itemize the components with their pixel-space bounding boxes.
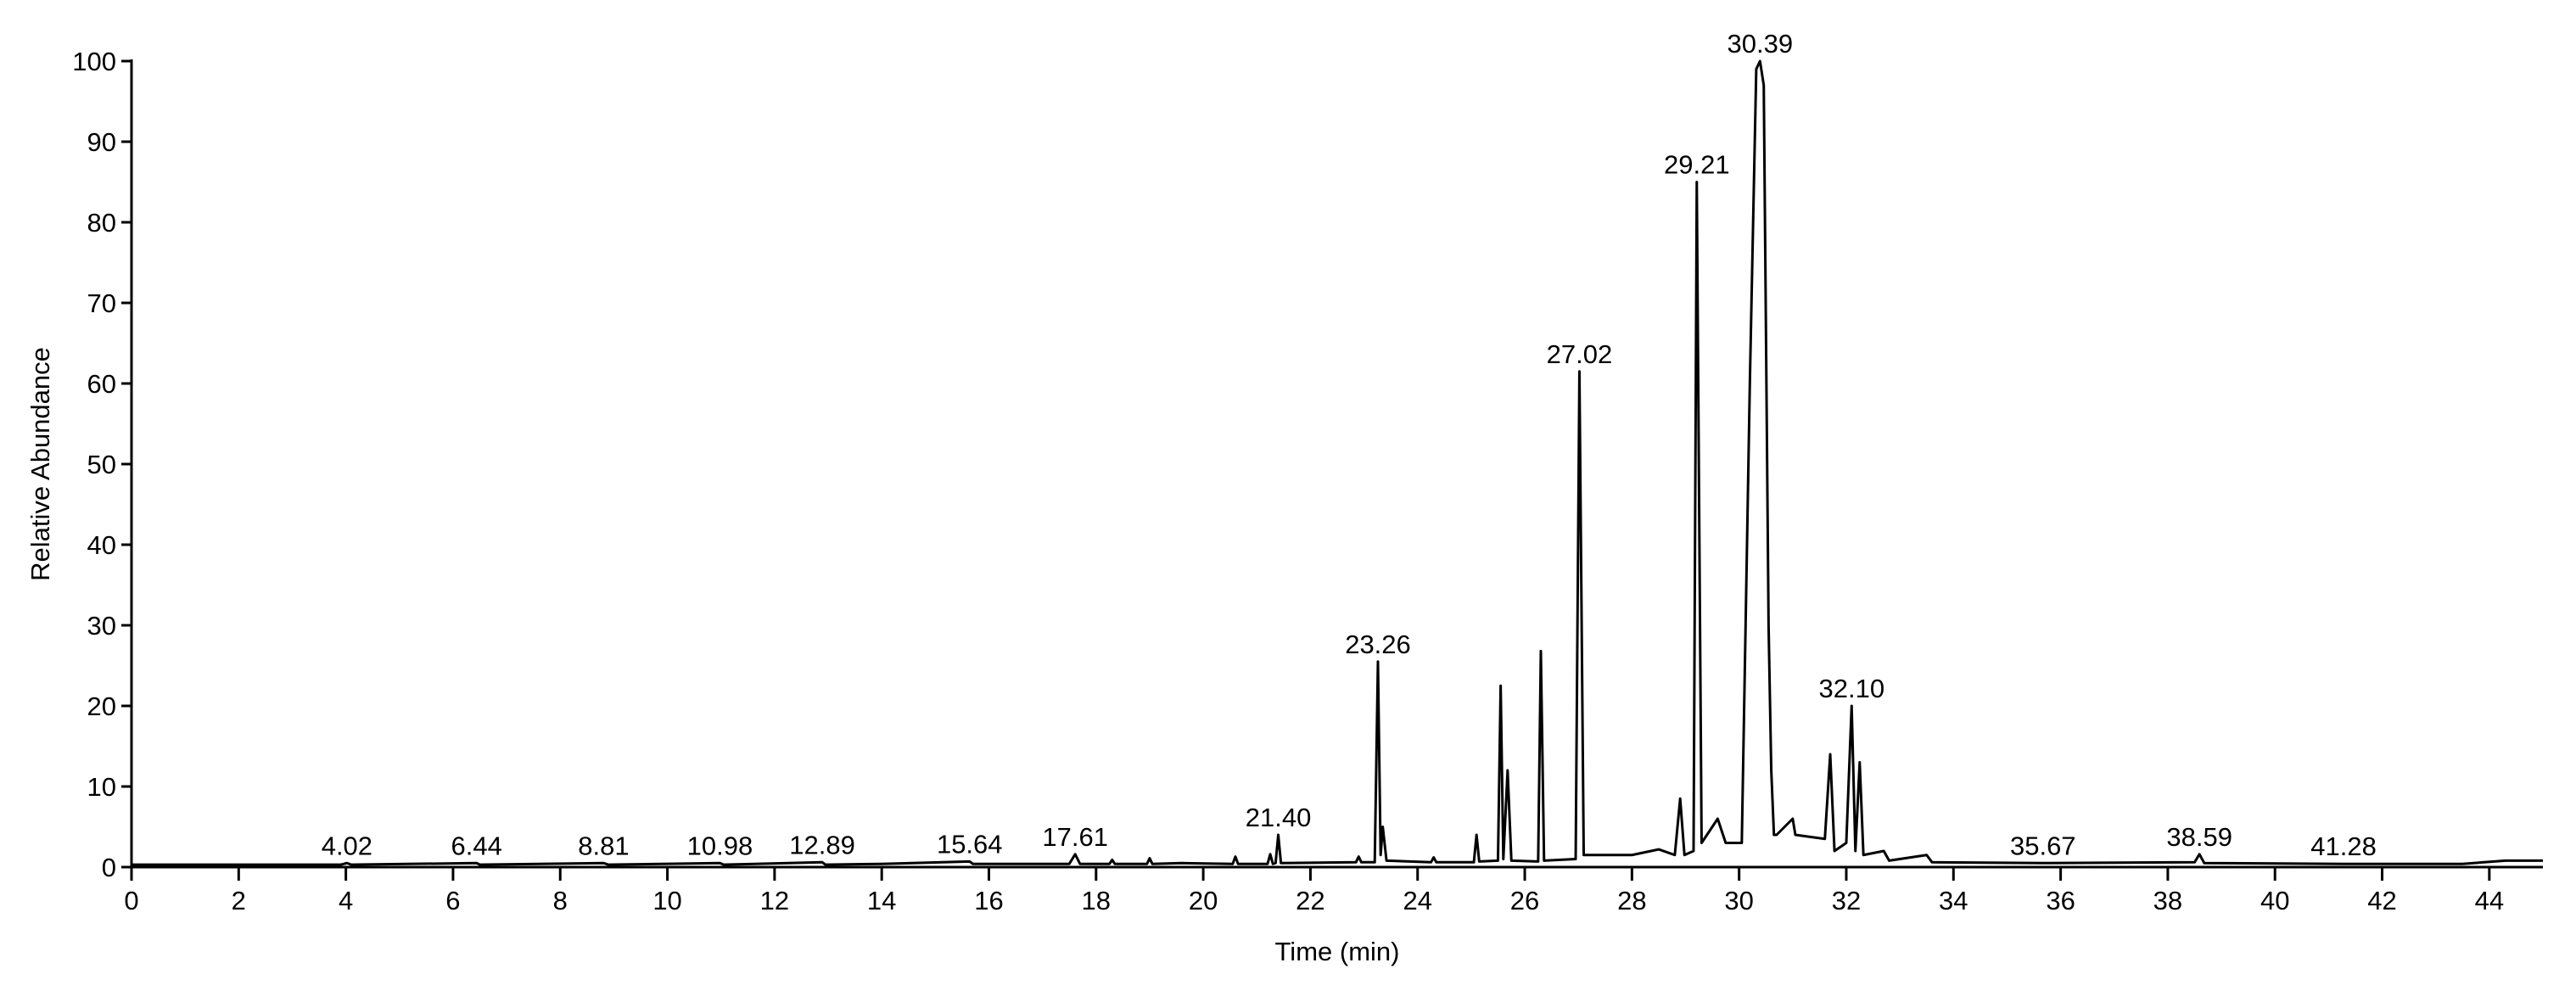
x-axis-label: Time (min) <box>1275 937 1400 966</box>
peak-label: 41.28 <box>2310 831 2377 861</box>
y-tick-label: 30 <box>87 611 116 641</box>
y-tick-label: 100 <box>72 47 116 76</box>
y-tick-label: 40 <box>87 530 116 560</box>
y-tick-label: 10 <box>87 772 116 802</box>
y-tick-label: 20 <box>87 691 116 721</box>
peak-label: 8.81 <box>578 831 629 860</box>
x-tick-label: 40 <box>2260 886 2289 915</box>
x-tick-label: 22 <box>1296 886 1324 915</box>
x-tick-label: 8 <box>553 886 568 915</box>
x-tick-label: 16 <box>974 886 1003 915</box>
x-tick-label: 36 <box>2046 886 2075 915</box>
x-tick-label: 24 <box>1403 886 1431 915</box>
peak-label: 6.44 <box>451 831 502 860</box>
y-tick-label: 90 <box>87 127 116 157</box>
x-tick-label: 2 <box>232 886 246 915</box>
peak-label: 30.39 <box>1728 29 1794 59</box>
y-tick-label: 50 <box>87 450 116 479</box>
x-tick-label: 42 <box>2367 886 2396 915</box>
peak-label: 12.89 <box>789 830 855 859</box>
x-tick-label: 34 <box>1939 886 1968 915</box>
peak-label: 15.64 <box>937 829 1003 859</box>
x-tick-label: 12 <box>760 886 789 915</box>
peak-label: 35.67 <box>2010 831 2076 860</box>
x-tick-label: 44 <box>2475 886 2504 915</box>
peak-label: 38.59 <box>2166 822 2232 852</box>
y-tick-label: 60 <box>87 369 116 399</box>
chromatogram-trace <box>132 59 2543 866</box>
y-tick-label: 0 <box>102 853 116 882</box>
x-tick-label: 26 <box>1510 886 1539 915</box>
x-tick-label: 32 <box>1832 886 1861 915</box>
peak-label: 23.26 <box>1345 630 1411 659</box>
x-tick-label: 6 <box>445 886 460 915</box>
y-axis-label: Relative Abundance <box>25 347 55 581</box>
y-tick-label: 80 <box>87 208 116 238</box>
x-tick-label: 18 <box>1082 886 1111 915</box>
peak-label: 10.98 <box>687 831 753 860</box>
y-tick-label: 70 <box>87 288 116 318</box>
x-tick-label: 0 <box>124 886 138 915</box>
x-tick-label: 4 <box>339 886 353 915</box>
peak-label: 32.10 <box>1819 674 1885 703</box>
peak-label: 4.02 <box>322 831 372 860</box>
x-tick-label: 28 <box>1617 886 1646 915</box>
x-tick-label: 38 <box>2153 886 2182 915</box>
peak-label: 29.21 <box>1664 150 1730 180</box>
x-tick-label: 30 <box>1724 886 1753 915</box>
peak-label: 17.61 <box>1042 822 1108 852</box>
peak-label: 21.40 <box>1246 803 1312 832</box>
x-tick-label: 10 <box>652 886 681 915</box>
x-tick-label: 20 <box>1189 886 1218 915</box>
x-tick-label: 14 <box>867 886 896 915</box>
peak-label: 27.02 <box>1547 339 1613 369</box>
